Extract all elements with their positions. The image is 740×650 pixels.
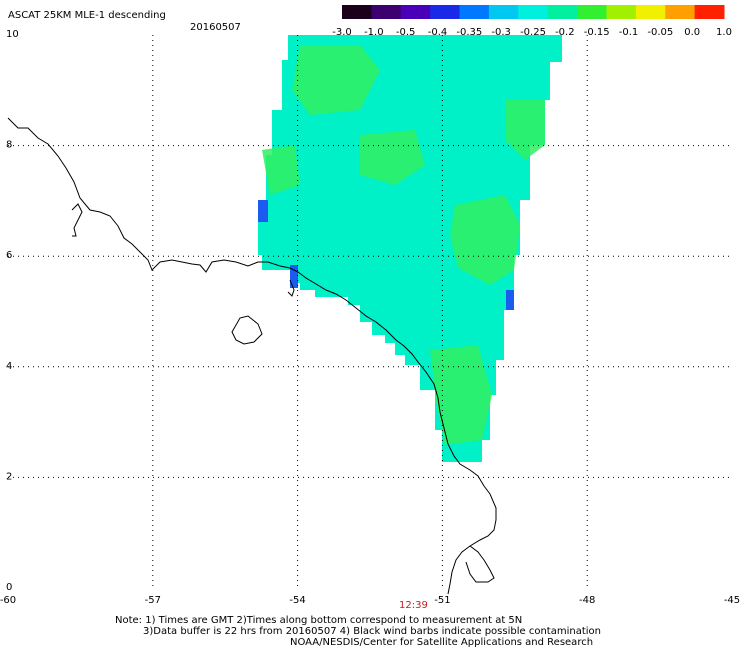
- colorbar-tick-label: -0.15: [584, 27, 610, 38]
- wind-swath: [258, 35, 562, 462]
- colorbar-segment: [665, 5, 696, 19]
- lon-tick-label: -45: [724, 595, 740, 606]
- map-date: 20160507: [190, 22, 241, 33]
- colorbar: -3.0 -1.0 -0.5 -0.4 -0.35 -0.3 -0.25 -0.2 -0.15-…: [332, 5, 732, 38]
- map-title: ASCAT 25KM MLE-1 descending: [8, 10, 166, 21]
- coastline-main: [7, 117, 497, 595]
- colorbar-segment: [459, 5, 490, 19]
- colorbar-segment: [342, 5, 372, 19]
- swath-green-center: [450, 195, 520, 285]
- lat-tick-label: 0: [6, 582, 12, 593]
- colorbar-segment: [547, 5, 578, 19]
- colorbar-segment: [606, 5, 637, 19]
- note-line-2: 3)Data buffer is 22 hrs from 20160507 4)…: [143, 626, 601, 637]
- colorbar-tick-label: -0.3: [491, 27, 511, 38]
- time-label: 12:39: [399, 600, 428, 611]
- coastline-estuary: [287, 279, 295, 297]
- colorbar-segment: [694, 5, 725, 19]
- coastline-bay: [465, 545, 495, 583]
- island-shape: [231, 315, 263, 345]
- lat-tick-label: 2: [6, 471, 12, 482]
- note-line-1: Note: 1) Times are GMT 2)Times along bot…: [115, 615, 523, 626]
- coastline-inlet: [71, 203, 83, 237]
- lat-tick-label: 10: [6, 29, 19, 40]
- lon-tick-label: -51: [434, 595, 450, 606]
- swath-green-right: [505, 100, 545, 160]
- swath-blue-west: [258, 200, 268, 222]
- note-line-3: NOAA/NESDIS/Center for Satellite Applica…: [290, 637, 594, 648]
- colorbar-segment: [371, 5, 402, 19]
- lon-tick-label: -54: [289, 595, 305, 606]
- colorbar-tick-label: 0.0: [684, 27, 700, 38]
- colorbar-segment: [430, 5, 461, 19]
- colorbar-tick-label: 1.0: [716, 27, 732, 38]
- graticule: [8, 35, 732, 588]
- swath-green-south: [430, 345, 492, 445]
- colorbar-segment: [488, 5, 519, 19]
- lon-tick-label: -60: [0, 595, 16, 606]
- colorbar-tick-label: -0.2: [555, 27, 575, 38]
- swath-blue-east: [506, 290, 514, 310]
- colorbar-segment: [635, 5, 666, 19]
- colorbar-segment: [518, 5, 549, 19]
- colorbar-tick-label: -0.1: [619, 27, 639, 38]
- coastline: [7, 117, 497, 595]
- axis-labels: -60 -57 -54 -51 -48 -45 0 2 4 6 8 10: [0, 29, 740, 606]
- colorbar-tick-label: -1.0: [364, 27, 384, 38]
- swath-main: [258, 35, 562, 462]
- lat-tick-label: 8: [6, 140, 12, 151]
- lon-tick-label: -57: [145, 595, 161, 606]
- swath-green-west: [262, 145, 300, 195]
- colorbar-segment: [400, 5, 431, 19]
- colorbar-tick-label: -0.25: [520, 27, 546, 38]
- colorbar-tick-label: -3.0: [332, 27, 352, 38]
- swath-green-mid: [360, 130, 425, 185]
- lat-tick-label: 4: [6, 361, 12, 372]
- colorbar-segment: [577, 5, 607, 19]
- colorbar-tick-label: -0.4: [428, 27, 448, 38]
- lat-tick-label: 6: [6, 250, 12, 261]
- colorbar-tick-label: -0.05: [647, 27, 673, 38]
- colorbar-tick-label: -0.35: [456, 27, 482, 38]
- colorbar-tick-label: -0.5: [396, 27, 416, 38]
- lon-tick-label: -48: [579, 595, 595, 606]
- swath-green-upper: [292, 45, 380, 115]
